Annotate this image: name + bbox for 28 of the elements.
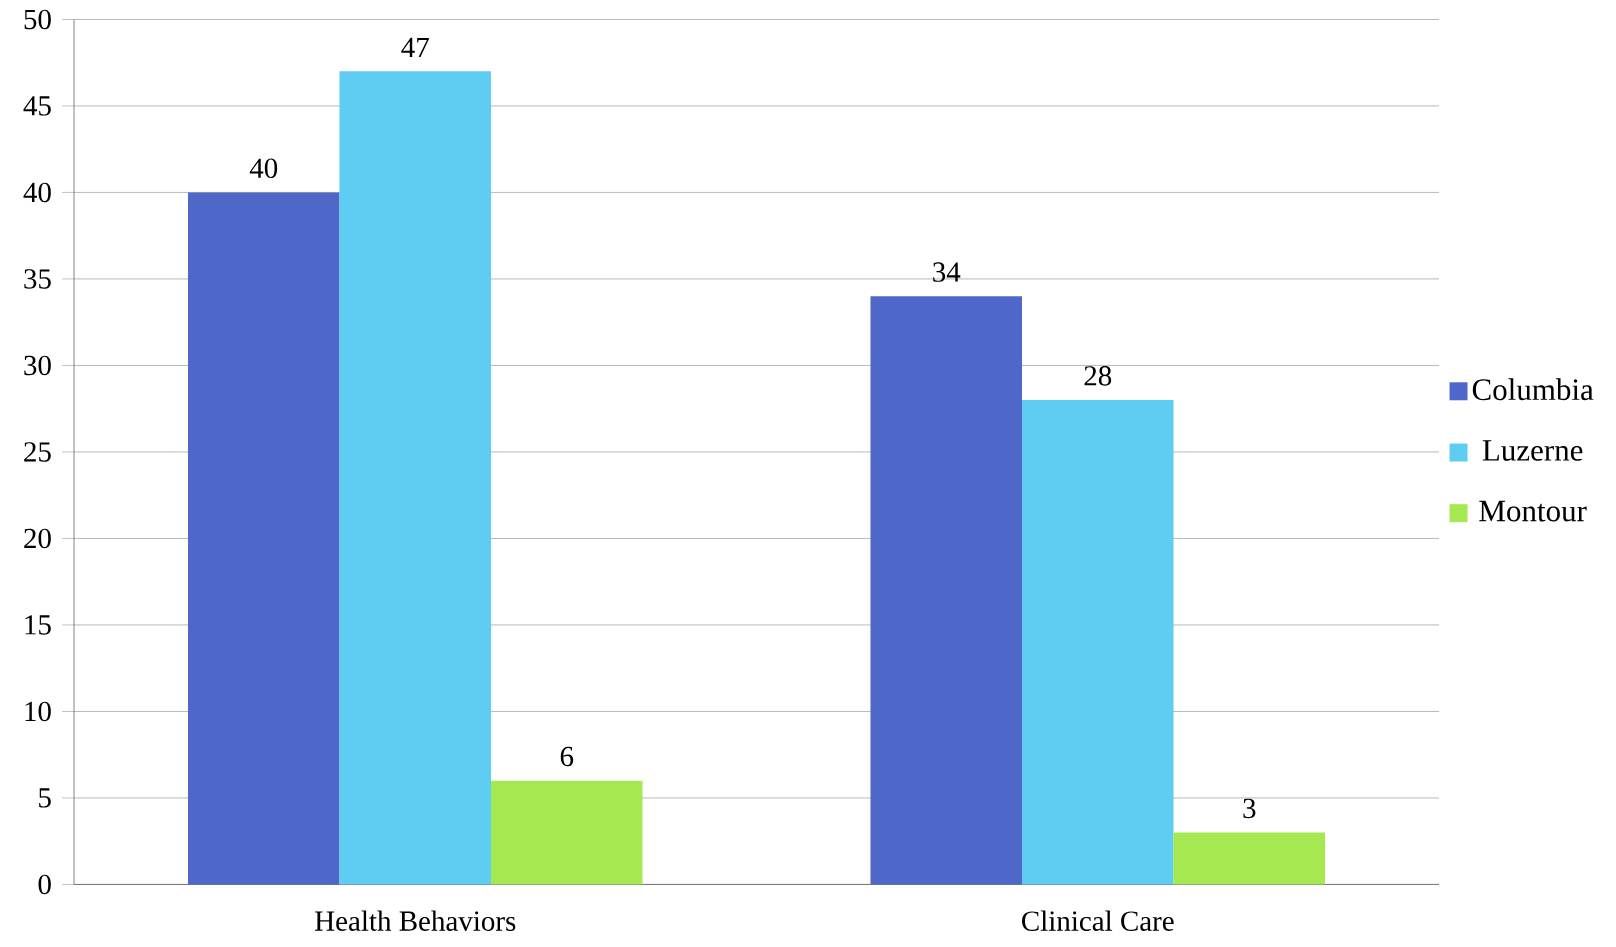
data-label: 34 bbox=[933, 262, 961, 282]
y-tick-label: 30 bbox=[24, 355, 51, 376]
data-label: 47 bbox=[401, 37, 429, 57]
data-label: 40 bbox=[249, 158, 278, 178]
legend-label: Luzerne bbox=[1482, 440, 1583, 461]
y-tick-label: 25 bbox=[24, 441, 51, 462]
legend-label: Columbia bbox=[1472, 378, 1594, 400]
y-tick-label: 15 bbox=[25, 614, 51, 635]
x-tick-label: Health Behaviors bbox=[315, 910, 516, 931]
y-tick-label: 20 bbox=[24, 528, 51, 549]
y-tick-label: 40 bbox=[23, 182, 51, 203]
data-label: 28 bbox=[1084, 365, 1112, 386]
bar bbox=[1173, 832, 1326, 885]
y-tick-label: 0 bbox=[38, 874, 51, 895]
bar bbox=[339, 71, 492, 885]
y-tick-label: 10 bbox=[25, 701, 51, 722]
data-label: 6 bbox=[560, 746, 574, 767]
bar bbox=[1022, 399, 1174, 885]
x-tick-label: Clinical Care bbox=[1022, 910, 1174, 931]
y-tick-label: 35 bbox=[24, 268, 51, 289]
data-label: 3 bbox=[1243, 798, 1256, 818]
y-tick-label: 45 bbox=[23, 96, 51, 116]
bar bbox=[187, 192, 340, 885]
y-tick-label: 5 bbox=[39, 788, 51, 808]
bar bbox=[491, 780, 643, 885]
bar bbox=[870, 296, 1023, 885]
legend-label: Montour bbox=[1479, 500, 1587, 522]
y-tick-label: 50 bbox=[24, 9, 51, 30]
